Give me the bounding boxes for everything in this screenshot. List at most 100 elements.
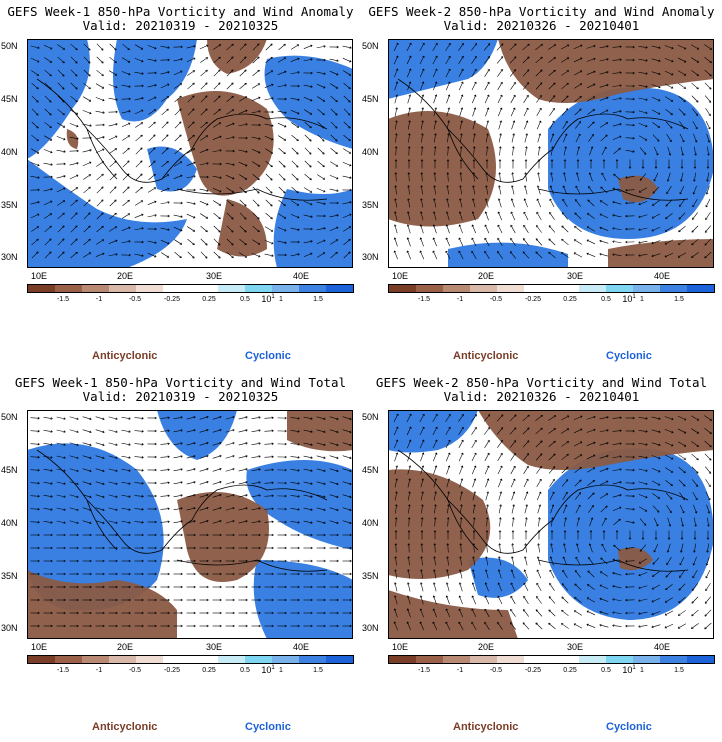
- wind-arrowhead: [512, 504, 515, 507]
- wind-vector: [638, 455, 648, 459]
- wind-vector: [679, 492, 685, 500]
- wind-vector: [651, 253, 661, 257]
- wind-arrowhead: [536, 596, 539, 599]
- wind-arrowhead: [666, 191, 669, 195]
- wind-arrowhead: [153, 160, 156, 163]
- wind-vector: [458, 237, 464, 247]
- wind-arrowhead: [487, 43, 491, 46]
- wind-vector: [212, 455, 222, 459]
- wind-arrowhead: [395, 133, 398, 136]
- wind-vector: [174, 251, 182, 259]
- wind-vector: [586, 467, 596, 473]
- wind-arrowhead: [408, 478, 411, 481]
- wind-arrowhead: [632, 136, 635, 140]
- wind-vector: [121, 71, 131, 75]
- wind-vector: [432, 439, 438, 449]
- wind-arrowhead: [564, 504, 568, 507]
- wind-arrowhead: [487, 439, 490, 443]
- wind-vector: [599, 416, 609, 420]
- wind-arrowhead: [458, 250, 461, 254]
- wind-arrowhead: [474, 452, 477, 456]
- wind-arrowhead: [284, 455, 287, 459]
- wind-arrowhead: [102, 417, 105, 421]
- wind-arrowhead: [310, 611, 313, 615]
- wind-vector: [576, 172, 580, 182]
- wind-arrowhead: [245, 624, 248, 628]
- wind-vector: [304, 187, 312, 193]
- vorticity-shading: [177, 492, 269, 582]
- wind-arrowhead: [154, 429, 157, 433]
- wind-arrowhead: [310, 572, 313, 576]
- wind-vector: [613, 544, 621, 552]
- wind-vector: [511, 504, 515, 514]
- wind-vector: [664, 454, 674, 460]
- wind-arrowhead: [658, 85, 661, 89]
- wind-arrowhead: [271, 429, 274, 433]
- wind-arrowhead: [102, 598, 105, 602]
- wind-arrowhead: [180, 533, 183, 537]
- wind-arrowhead: [63, 598, 66, 602]
- wind-arrowhead: [167, 46, 170, 49]
- wind-arrowhead: [421, 133, 424, 136]
- wind-vector: [460, 517, 462, 527]
- wind-vector: [82, 429, 92, 433]
- lon-label-30e: 30E: [206, 271, 223, 281]
- wind-arrowhead: [447, 94, 451, 97]
- wind-vector: [251, 494, 261, 498]
- wind-vector: [472, 211, 476, 221]
- lon-label-40e: 40E: [293, 271, 310, 281]
- wind-vector: [56, 507, 66, 511]
- wind-arrowhead: [193, 416, 196, 419]
- lon-label-10e: 10E: [31, 642, 48, 652]
- wind-arrowhead: [591, 505, 594, 508]
- wind-vector: [613, 147, 621, 155]
- wind-arrowhead: [101, 199, 104, 202]
- wind-arrowhead: [573, 252, 577, 255]
- wind-arrowhead: [668, 524, 672, 527]
- wind-arrowhead: [219, 467, 222, 471]
- wind-arrowhead: [36, 151, 40, 154]
- wind-vector: [252, 83, 260, 89]
- wind-arrowhead: [284, 70, 287, 74]
- wind-vector: [290, 469, 300, 471]
- wind-arrowhead: [694, 511, 698, 514]
- wind-arrowhead: [180, 455, 183, 458]
- wind-arrowhead: [549, 198, 552, 202]
- wind-arrowhead: [271, 585, 274, 589]
- wind-arrowhead: [115, 546, 118, 550]
- panel-week1-anomaly: GEFS Week-1 850-hPa Vorticity and Wind A…: [0, 0, 361, 371]
- colorbar-label: 0.5: [240, 667, 250, 674]
- wind-vector: [485, 185, 489, 195]
- wind-arrowhead: [511, 543, 514, 546]
- wind-arrowhead: [154, 455, 157, 459]
- wind-vector: [408, 133, 410, 143]
- wind-arrowhead: [573, 623, 577, 626]
- wind-arrowhead: [128, 85, 131, 88]
- wind-vector: [612, 612, 622, 614]
- wind-vector: [691, 70, 699, 76]
- wind-arrowhead: [682, 140, 685, 143]
- wind-arrowhead: [677, 626, 681, 629]
- wind-arrowhead: [500, 440, 503, 443]
- wind-vector: [484, 94, 490, 104]
- wind-vector: [664, 416, 674, 420]
- wind-vector: [434, 517, 436, 527]
- wind-vector: [599, 455, 609, 459]
- wind-vector: [174, 95, 182, 103]
- wind-vector: [394, 478, 398, 488]
- wind-vector: [432, 250, 438, 260]
- wind-vector: [96, 239, 104, 245]
- wind-arrowhead: [50, 482, 53, 485]
- wind-arrowhead: [696, 60, 700, 63]
- wind-arrowhead: [231, 69, 234, 72]
- wind-arrowhead: [323, 572, 326, 576]
- wind-arrowhead: [575, 556, 578, 560]
- wind-arrowhead: [348, 86, 351, 90]
- wind-vector: [524, 556, 528, 566]
- colorbar-swatch: [659, 656, 687, 663]
- wind-vector: [316, 83, 326, 89]
- wind-arrowhead: [63, 521, 66, 524]
- wind-arrowhead: [37, 188, 40, 192]
- wind-arrowhead: [704, 601, 708, 604]
- wind-vector: [95, 253, 105, 257]
